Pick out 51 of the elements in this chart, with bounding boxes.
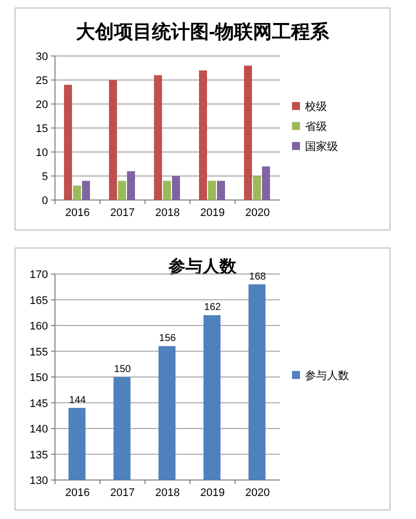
y-tick-label: 150 [30,372,48,384]
data-label: 168 [249,271,266,282]
bar [172,176,180,200]
y-tick-label: 135 [30,449,48,462]
bar [199,70,207,200]
y-tick-label: 10 [36,147,48,159]
y-tick-label: 5 [42,171,48,183]
legend-label: 参与人数 [305,369,349,382]
x-tick-label: 2017 [110,487,135,499]
bar [253,176,261,200]
y-tick-label: 155 [30,346,48,358]
x-tick-label: 2019 [200,487,225,499]
x-tick-label: 2016 [65,487,90,499]
legend-label: 国家级 [305,140,338,153]
y-tick-label: 25 [36,75,48,87]
data-label: 150 [114,364,132,375]
x-tick-label: 2018 [155,487,180,499]
y-tick-label: 170 [30,269,48,281]
bar [154,75,162,200]
y-tick-label: 0 [42,195,48,207]
bar [82,180,90,200]
data-label: 156 [159,333,176,344]
bar [262,166,270,200]
bar [163,180,171,200]
y-tick-label: 145 [30,398,48,410]
data-label: 162 [204,302,222,314]
y-tick-label: 30 [36,51,48,63]
x-tick-label: 2016 [65,207,90,219]
bar [217,180,225,200]
y-tick-label: 140 [30,424,48,436]
bar [109,80,117,200]
chart-title: 大创项目统计图-物联网工程系 [76,21,330,43]
bar [208,180,216,200]
bar [64,84,72,200]
x-tick-label: 2017 [110,207,135,219]
y-tick-label: 130 [30,475,48,487]
x-tick-label: 2020 [245,207,270,219]
x-tick-label: 2019 [200,207,225,219]
bar [118,180,126,200]
bar [127,171,135,200]
bar [73,186,81,200]
x-tick-label: 2018 [155,207,180,219]
x-tick-label: 2020 [245,487,270,499]
y-tick-label: 165 [30,294,48,307]
y-tick-label: 160 [30,320,48,332]
y-tick-label: 15 [36,123,48,135]
bar [244,66,252,200]
legend-label: 校级 [304,100,327,113]
y-tick-label: 20 [36,99,48,111]
data-label: 144 [69,394,86,406]
legend-label: 省级 [305,120,327,133]
